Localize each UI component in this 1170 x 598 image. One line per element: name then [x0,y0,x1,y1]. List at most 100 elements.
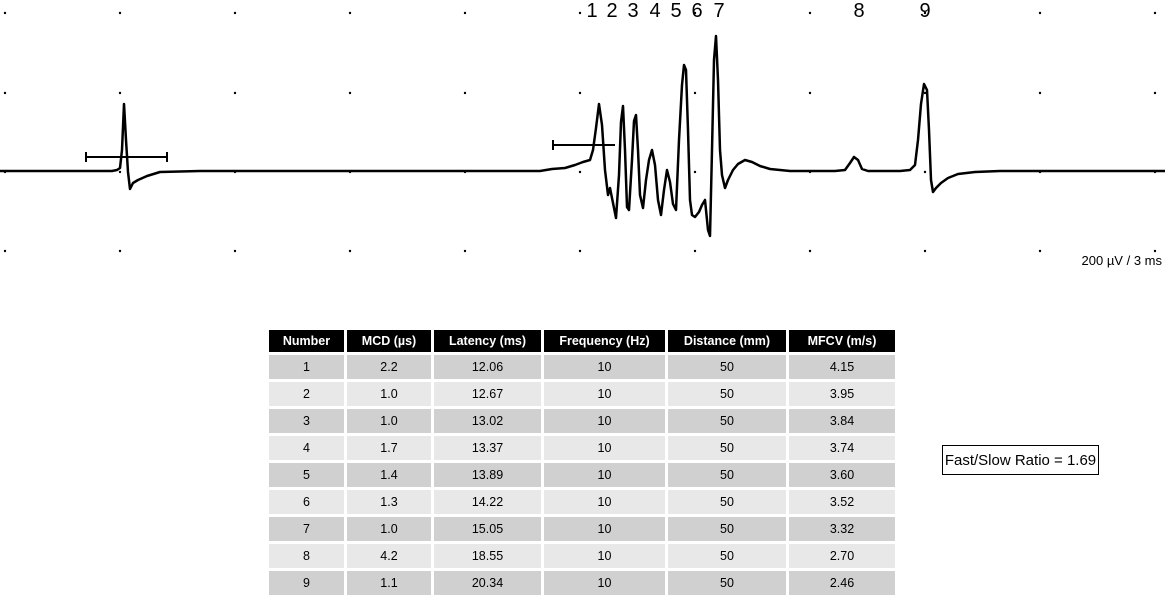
table-cell: 50 [665,568,789,598]
grid-dot [233,11,237,15]
grid-dot [693,170,697,174]
peak-label-3: 3 [627,0,638,22]
table-cell: 4.15 [786,352,898,382]
table-row: 9 1.1 20.34 10 50 2.46 [266,568,898,598]
grid-dot [808,11,812,15]
table-row: 6 1.3 14.22 10 50 3.52 [266,487,898,517]
table-cell: 9 [266,568,347,598]
table-cell: 1.1 [344,568,434,598]
table-cell: 50 [665,406,789,436]
column-header: Frequency (Hz) [541,327,668,355]
table-cell: 10 [541,568,668,598]
table-cell: 4 [266,433,347,463]
peak-label-6: 6 [691,0,702,22]
grid-dot [923,11,927,15]
table-cell: 50 [665,514,789,544]
grid-dot [1153,91,1157,95]
column-header: Latency (ms) [431,327,544,355]
grid-dot [348,91,352,95]
table-cell: 10 [541,487,668,517]
table-cell: 3 [266,406,347,436]
table-cell: 4.2 [344,541,434,571]
table-cell: 10 [541,352,668,382]
grid-dot [693,249,697,253]
table-cell: 13.37 [431,433,544,463]
emg-trace [0,34,1165,238]
table-cell: 2.70 [786,541,898,571]
cursor-markers [85,140,615,162]
grid-dot [923,91,927,95]
grid-dot [118,11,122,15]
grid-dot [3,11,7,15]
grid-dot [348,249,352,253]
column-header: MFCV (m/s) [786,327,898,355]
table-cell: 3.95 [786,379,898,409]
scale-label: 200 µV / 3 ms [1082,253,1163,268]
peak-label-9: 9 [919,0,930,22]
mfcv-table: Number MCD (µs) Latency (ms) Frequency (… [266,327,898,598]
table-header-row: Number MCD (µs) Latency (ms) Frequency (… [266,327,898,355]
table-row: 3 1.0 13.02 10 50 3.84 [266,406,898,436]
grid-dot [808,249,812,253]
table-cell: 10 [541,406,668,436]
grid-dot [233,249,237,253]
grid-dot [693,91,697,95]
table-cell: 3.74 [786,433,898,463]
grid-dot [923,170,927,174]
fast-slow-ratio-text: Fast/Slow Ratio = 1.69 [944,451,1097,469]
grid-dot [463,249,467,253]
table-cell: 2.2 [344,352,434,382]
grid-dot [578,170,582,174]
table-row: 2 1.0 12.67 10 50 3.95 [266,379,898,409]
grid-dots [3,11,1157,253]
grid-dot [923,249,927,253]
peak-label-8: 8 [853,0,864,22]
grid-dot [348,11,352,15]
column-header: Number [266,327,347,355]
grid-dot [463,91,467,95]
grid-dot [1038,91,1042,95]
grid-dot [1038,11,1042,15]
table-cell: 1.4 [344,460,434,490]
grid-dot [3,249,7,253]
grid-dot [118,170,122,174]
grid-dot [233,91,237,95]
table-cell: 7 [266,514,347,544]
table-cell: 10 [541,433,668,463]
table-cell: 1.0 [344,406,434,436]
table-cell: 10 [541,541,668,571]
table-cell: 3.32 [786,514,898,544]
table-cell: 10 [541,460,668,490]
table-row: 4 1.7 13.37 10 50 3.74 [266,433,898,463]
grid-dot [578,249,582,253]
grid-dot [693,11,697,15]
table-cell: 3.52 [786,487,898,517]
table-cell: 12.06 [431,352,544,382]
peak-label-5: 5 [670,0,681,22]
fast-slow-ratio-box: Fast/Slow Ratio = 1.69 [942,445,1099,475]
table-cell: 13.89 [431,460,544,490]
table-row: 7 1.0 15.05 10 50 3.32 [266,514,898,544]
table-cell: 1.7 [344,433,434,463]
grid-dot [578,11,582,15]
table-cell: 50 [665,352,789,382]
peak-label-7: 7 [713,0,724,22]
table-cell: 18.55 [431,541,544,571]
grid-dot [3,91,7,95]
table-cell: 8 [266,541,347,571]
table-cell: 1.0 [344,379,434,409]
table-cell: 50 [665,487,789,517]
table-cell: 1.3 [344,487,434,517]
table-cell: 50 [665,460,789,490]
table-cell: 10 [541,514,668,544]
grid-dot [118,91,122,95]
peak-label-4: 4 [649,0,660,22]
grid-dot [1038,249,1042,253]
table-cell: 10 [541,379,668,409]
grid-dot [1153,11,1157,15]
table-cell: 3.84 [786,406,898,436]
table-cell: 3.60 [786,460,898,490]
table-cell: 14.22 [431,487,544,517]
grid-dot [808,91,812,95]
grid-dot [1153,249,1157,253]
